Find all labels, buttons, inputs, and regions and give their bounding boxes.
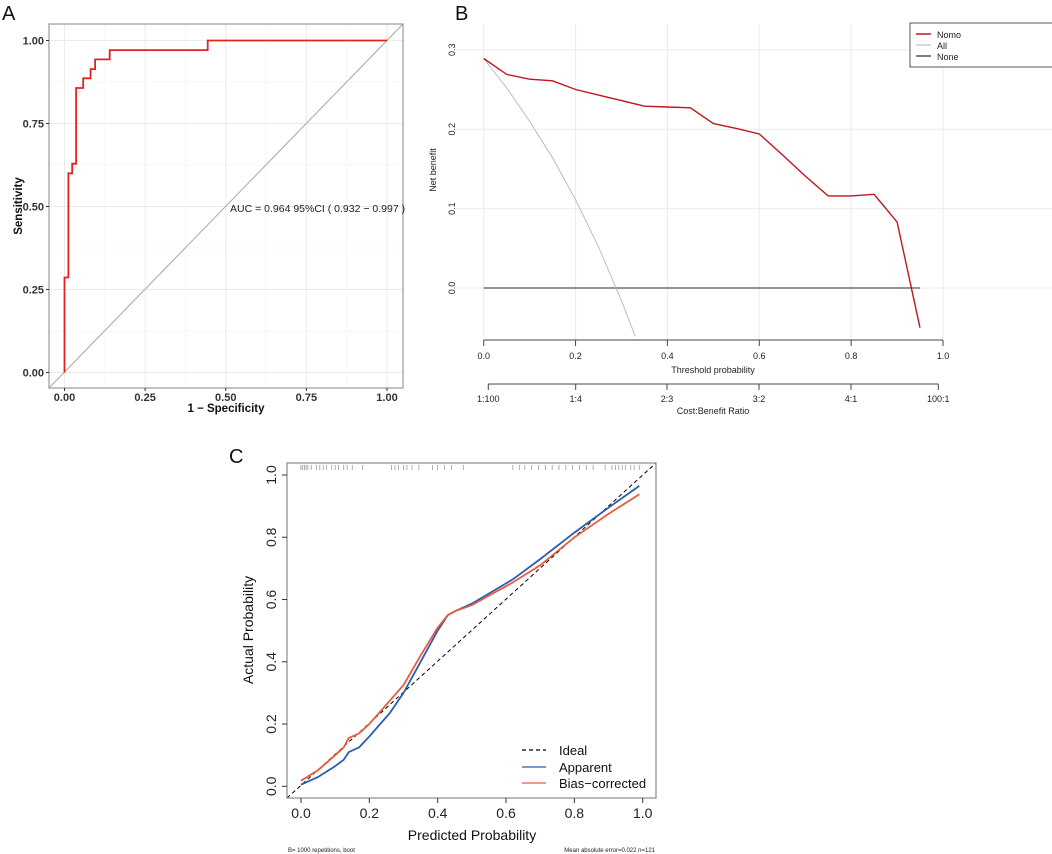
nomo-line — [483, 57, 921, 328]
footer-mean-error: Mean absolute error=0.022 n=121 — [564, 848, 655, 854]
legend-label-all: All — [937, 41, 947, 51]
legend-b-box — [909, 22, 1052, 68]
x-tick-label: 0.0 — [477, 351, 490, 361]
y-tick-label: 0.50 — [23, 202, 44, 214]
y-tick-label: 0.0 — [263, 776, 279, 796]
reference-diagonal — [48, 23, 404, 389]
x-tick-label: 0.75 — [296, 392, 317, 404]
x-tick-label: 0.4 — [661, 351, 674, 361]
legend-label-none: None — [937, 52, 959, 62]
footer-repetitions: B= 1000 repetitions, boot — [288, 848, 355, 854]
x-tick-label: 0.8 — [565, 805, 585, 821]
panel-c-calibration: C 0.0 0.0 0.2 0.2 0.4 0.4 0.6 0.6 0.8 0.8 1.0 1.0 P… — [229, 446, 657, 854]
x-tick-label: 0.0 — [291, 805, 311, 821]
x-axis-label-b: Threshold probability — [671, 365, 755, 375]
x-tick-label: 0.00 — [54, 392, 75, 404]
x2-axis-label-b: Cost:Benefit Ratio — [677, 406, 750, 416]
panel-label-b: B — [455, 3, 468, 25]
apparent-line — [300, 485, 640, 786]
x-tick-label: 0.6 — [753, 351, 766, 361]
x-tick-label: 0.4 — [428, 805, 448, 821]
x2-tick-label: 100:1 — [927, 394, 950, 404]
y-tick-label: 0.2 — [263, 714, 279, 734]
all-line — [483, 58, 636, 337]
x-tick-label: 1.0 — [633, 805, 653, 821]
x-tick-label: 1.00 — [376, 392, 397, 404]
y-tick-label: 0.2 — [447, 123, 457, 136]
x-tick-label: 0.2 — [360, 805, 380, 821]
x-tick-label: 0.25 — [134, 392, 155, 404]
y-tick-label: 1.00 — [23, 36, 44, 48]
y-tick-label: 0.4 — [263, 652, 279, 672]
y-tick-label: 1.0 — [263, 465, 279, 485]
y-tick-label: 0.25 — [23, 285, 44, 297]
x-tick-label: 0.2 — [569, 351, 582, 361]
x2-tick-label: 1:4 — [569, 394, 582, 404]
y-axis-label-c: Actual Probability — [240, 576, 256, 684]
panel-label-a: A — [2, 3, 16, 25]
x-tick-label: 1.0 — [937, 351, 950, 361]
x-tick-label: 0.8 — [845, 351, 858, 361]
x2-tick-label: 2:3 — [661, 394, 674, 404]
x2-tick-label: 4:1 — [845, 394, 858, 404]
legend-label-apparent: Apparent — [559, 760, 612, 775]
y-tick-label: 0.00 — [23, 368, 44, 380]
legend-label-nomo: Nomo — [937, 30, 961, 40]
y-tick-label: 0.6 — [263, 590, 279, 610]
x-tick-label: 0.50 — [215, 392, 236, 404]
y-tick-label: 0.1 — [447, 202, 457, 215]
legend-b: Nomo All None — [909, 22, 1052, 68]
legend-label-ideal: Ideal — [559, 743, 587, 758]
x2-tick-label: 3:2 — [753, 394, 766, 404]
panel-label-c: C — [229, 446, 243, 468]
x2-tick-label: 1:100 — [477, 394, 500, 404]
x-axis-label-a: 1 − Specificity — [187, 403, 265, 415]
x-tick-label: 0.6 — [496, 805, 516, 821]
bias-corrected-line — [300, 493, 640, 782]
y-tick-label: 0.75 — [23, 119, 44, 131]
panel-c-frame — [286, 462, 657, 799]
legend-label-bias-corrected: Bias−corrected — [559, 776, 646, 791]
y-tick-label: 0.0 — [447, 282, 457, 295]
x-axis-label-c: Predicted Probability — [408, 827, 536, 843]
roc-curve — [63, 39, 387, 373]
y-axis-label-b: Net benefit — [428, 148, 438, 192]
y-tick-label: 0.3 — [447, 44, 457, 57]
auc-annotation: AUC = 0.964 95%CI ( 0.932 − 0.997 ) — [230, 203, 405, 215]
panel-b-dca: B 0.0 0.2 0.4 0.6 0.8 1.0 0.0 0.1 0.2 0.3 1:100 1:4… — [428, 3, 1052, 416]
panel-a-roc: A 0.00 0.00 0.25 0.25 0.50 0.50 0.75 0.75 1.00 1.… — [2, 3, 405, 415]
y-tick-label: 0.8 — [263, 527, 279, 547]
legend-c: Ideal Apparent Bias−corrected — [522, 743, 646, 791]
y-axis-label-a: Sensitivity — [13, 177, 25, 235]
